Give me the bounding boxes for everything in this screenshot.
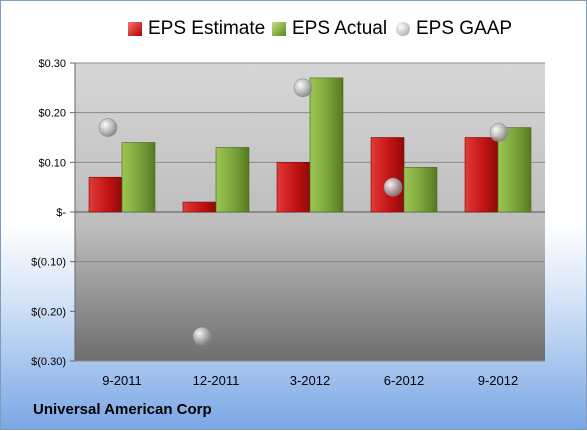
legend: EPS Estimate EPS Actual EPS GAAP [1,15,587,43]
bar-eps-estimate [88,176,123,213]
y-tick-label: $(0.20) [31,306,66,318]
x-tick-label: 9-2011 [102,373,142,388]
bar-eps-actual [309,77,344,213]
x-tick-label: 6-2012 [384,373,424,388]
x-tick-label: 12-2011 [193,373,240,388]
bar-eps-estimate [464,137,499,213]
point-eps-gaap [383,177,403,197]
legend-swatch-eps-estimate [128,22,142,36]
company-name: Universal American Corp [33,401,212,418]
point-eps-gaap [489,123,509,142]
legend-swatch-eps-actual [272,22,286,36]
legend-item-eps-gaap: EPS GAAP [396,15,512,43]
x-tick-label: 9-2012 [478,373,518,388]
y-tick-label: $(0.10) [31,257,66,269]
y-tick-label: $0.20 [38,108,66,120]
bar-eps-estimate [370,137,405,213]
point-eps-gaap [293,78,313,98]
legend-label-eps-gaap: EPS GAAP [416,18,513,39]
bar-eps-actual [497,127,532,213]
x-tick-label: 3-2012 [290,373,330,388]
bar-eps-actual [121,142,156,213]
legend-item-eps-actual: EPS Actual [272,15,387,43]
point-eps-gaap [98,118,118,137]
legend-label-eps-estimate: EPS Estimate [148,18,266,39]
bar-eps-estimate [276,162,311,213]
y-tick-label: $0.10 [38,157,66,169]
y-tick-label: $(0.30) [31,356,66,368]
bar-eps-actual [403,167,438,213]
bar-eps-actual [215,147,250,213]
y-tick-label: $0.30 [38,58,66,70]
legend-item-eps-estimate: EPS Estimate [128,15,265,43]
y-tick-label: $- [56,207,66,219]
legend-marker-eps-gaap [396,22,410,36]
legend-label-eps-actual: EPS Actual [292,18,388,39]
bar-eps-estimate [182,201,217,213]
point-eps-gaap [192,326,212,346]
